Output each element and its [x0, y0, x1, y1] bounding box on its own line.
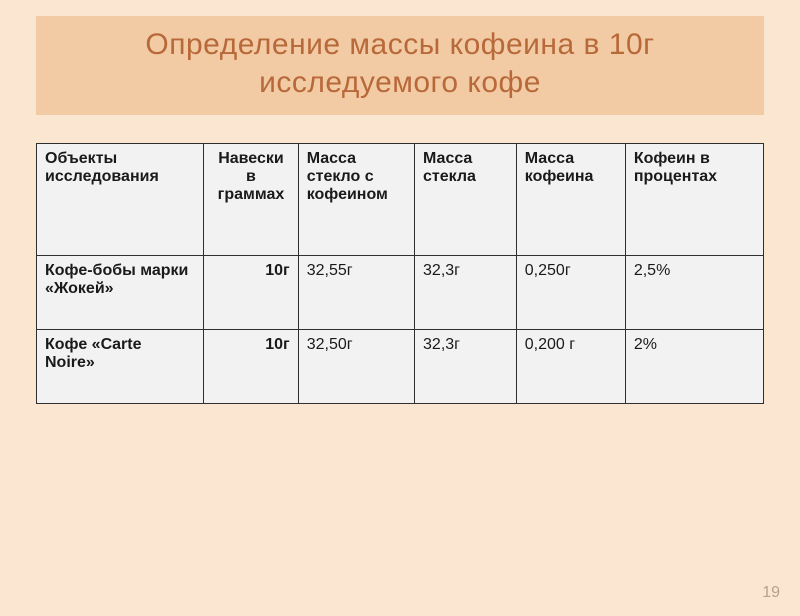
- cell-glass: 32,3г: [415, 330, 517, 404]
- cell-object: Кофе «Carte Noire»: [37, 330, 204, 404]
- col-header-caffeine-pct: Кофеин в процентах: [625, 144, 763, 256]
- cell-sample: 10г: [204, 256, 299, 330]
- cell-sample: 10г: [204, 330, 299, 404]
- cell-glass-caffeine: 32,55г: [298, 256, 414, 330]
- table-row: Кофе-бобы марки «Жокей» 10г 32,55г 32,3г…: [37, 256, 764, 330]
- col-header-caffeine-mass: Масса кофеина: [516, 144, 625, 256]
- cell-object: Кофе-бобы марки «Жокей»: [37, 256, 204, 330]
- cell-caffeine-mass: 0,250г: [516, 256, 625, 330]
- cell-caffeine-pct: 2,5%: [625, 256, 763, 330]
- cell-glass-caffeine: 32,50г: [298, 330, 414, 404]
- title-band: Определение массы кофеина в 10г исследуе…: [36, 16, 764, 115]
- caffeine-table-wrap: Объекты исследования Навески в граммах М…: [36, 143, 764, 404]
- col-header-glass: Масса стекла: [415, 144, 517, 256]
- title-line-2: исследуемого кофе: [259, 66, 541, 99]
- cell-caffeine-pct: 2%: [625, 330, 763, 404]
- cell-glass: 32,3г: [415, 256, 517, 330]
- cell-caffeine-mass: 0,200 г: [516, 330, 625, 404]
- col-header-object: Объекты исследования: [37, 144, 204, 256]
- title-line-1: Определение массы кофеина в 10г: [145, 28, 654, 61]
- table-header-row: Объекты исследования Навески в граммах М…: [37, 144, 764, 256]
- col-header-sample: Навески в граммах: [204, 144, 299, 256]
- caffeine-table: Объекты исследования Навески в граммах М…: [36, 143, 764, 404]
- page-title: Определение массы кофеина в 10г исследуе…: [44, 26, 756, 101]
- page-number: 19: [762, 584, 780, 602]
- table-row: Кофе «Carte Noire» 10г 32,50г 32,3г 0,20…: [37, 330, 764, 404]
- col-header-glass-caffeine: Масса стекло с кофеином: [298, 144, 414, 256]
